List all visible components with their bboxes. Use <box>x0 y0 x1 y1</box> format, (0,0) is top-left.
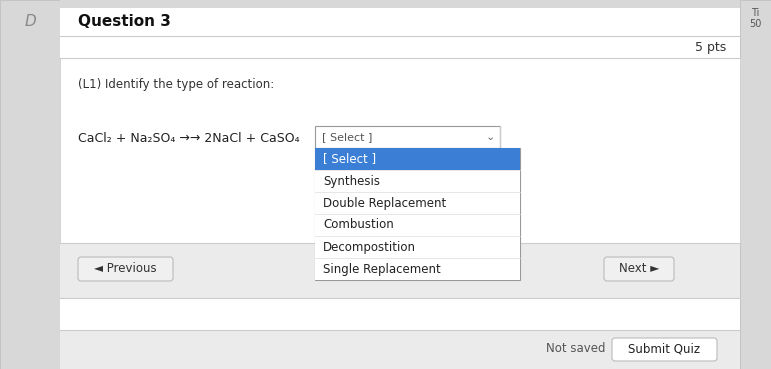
Text: 5 pts: 5 pts <box>695 41 726 54</box>
Bar <box>60 8 740 36</box>
Bar <box>60 243 740 298</box>
Bar <box>315 170 520 192</box>
Text: [ Select ]: [ Select ] <box>322 132 372 142</box>
Text: Combustion: Combustion <box>323 218 394 231</box>
Bar <box>315 236 520 258</box>
Bar <box>60 36 740 58</box>
Bar <box>60 0 740 8</box>
Text: Ti: Ti <box>751 8 759 18</box>
Text: (L1) Identify the type of reaction:: (L1) Identify the type of reaction: <box>78 78 274 91</box>
Text: ◄ Previous: ◄ Previous <box>94 262 157 276</box>
Text: Double Replacement: Double Replacement <box>323 197 446 210</box>
Text: 50: 50 <box>749 19 761 29</box>
Text: Synthesis: Synthesis <box>323 175 380 187</box>
Text: ⌄: ⌄ <box>485 132 495 142</box>
Text: Submit Quiz: Submit Quiz <box>628 342 700 355</box>
Bar <box>60 58 740 243</box>
FancyBboxPatch shape <box>612 338 717 361</box>
Text: Single Replacement: Single Replacement <box>323 262 441 276</box>
Bar <box>315 126 500 148</box>
Text: Question 3: Question 3 <box>78 14 171 30</box>
Bar <box>740 0 771 369</box>
FancyBboxPatch shape <box>78 257 173 281</box>
Text: CaCl₂ + Na₂SO₄ →→ 2NaCl + CaSO₄: CaCl₂ + Na₂SO₄ →→ 2NaCl + CaSO₄ <box>78 131 300 145</box>
Bar <box>60 0 740 369</box>
Bar <box>60 330 740 369</box>
Bar <box>60 298 740 369</box>
Bar <box>315 148 520 280</box>
Text: Next ►: Next ► <box>619 262 659 276</box>
Bar <box>315 148 520 170</box>
Bar <box>315 192 520 214</box>
Text: [ Select ]: [ Select ] <box>323 152 376 166</box>
Text: D: D <box>24 14 36 30</box>
Text: Decompostition: Decompostition <box>323 241 416 254</box>
FancyBboxPatch shape <box>604 257 674 281</box>
Text: Not saved: Not saved <box>547 342 606 355</box>
Bar <box>0 0 60 369</box>
Bar <box>315 258 520 280</box>
Bar <box>315 214 520 236</box>
